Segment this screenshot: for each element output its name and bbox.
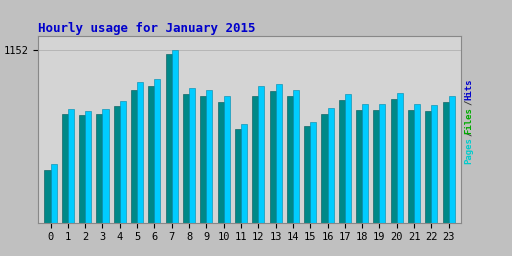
Bar: [96, 114, 102, 223]
Bar: [241, 124, 247, 223]
Bar: [235, 129, 241, 223]
Bar: [62, 114, 68, 223]
Bar: [339, 100, 345, 223]
Bar: [373, 110, 379, 223]
Bar: [391, 99, 397, 223]
Bar: [166, 54, 172, 223]
Bar: [287, 96, 293, 223]
Bar: [432, 105, 437, 223]
Bar: [304, 126, 310, 223]
Bar: [356, 110, 362, 223]
Bar: [379, 104, 386, 223]
Text: Hits: Hits: [464, 79, 473, 100]
Bar: [345, 94, 351, 223]
Bar: [218, 102, 224, 223]
Bar: [408, 110, 414, 223]
Bar: [414, 104, 420, 223]
Text: /: /: [464, 131, 473, 136]
Bar: [397, 93, 403, 223]
Bar: [79, 115, 85, 223]
Bar: [200, 96, 206, 223]
Bar: [131, 90, 137, 223]
Text: /: /: [464, 100, 473, 105]
Bar: [206, 90, 212, 223]
Bar: [449, 96, 455, 223]
Bar: [269, 91, 275, 223]
Bar: [425, 111, 432, 223]
Bar: [258, 86, 264, 223]
Bar: [183, 94, 189, 223]
Bar: [224, 97, 230, 223]
Bar: [252, 96, 258, 223]
Bar: [362, 104, 368, 223]
Bar: [51, 164, 57, 223]
Bar: [148, 86, 155, 223]
Bar: [293, 90, 299, 223]
Bar: [68, 109, 74, 223]
Bar: [137, 82, 143, 223]
Text: Hourly usage for January 2015: Hourly usage for January 2015: [38, 22, 256, 35]
Text: Pages: Pages: [464, 138, 473, 164]
Bar: [45, 170, 51, 223]
Bar: [120, 101, 126, 223]
Bar: [189, 88, 195, 223]
Bar: [102, 109, 109, 223]
Text: Files: Files: [464, 107, 473, 134]
Bar: [442, 102, 449, 223]
Bar: [310, 122, 316, 223]
Bar: [114, 106, 120, 223]
Bar: [275, 84, 282, 223]
Bar: [322, 114, 328, 223]
Bar: [155, 79, 160, 223]
Bar: [328, 108, 333, 223]
Bar: [85, 111, 91, 223]
Bar: [172, 50, 178, 223]
